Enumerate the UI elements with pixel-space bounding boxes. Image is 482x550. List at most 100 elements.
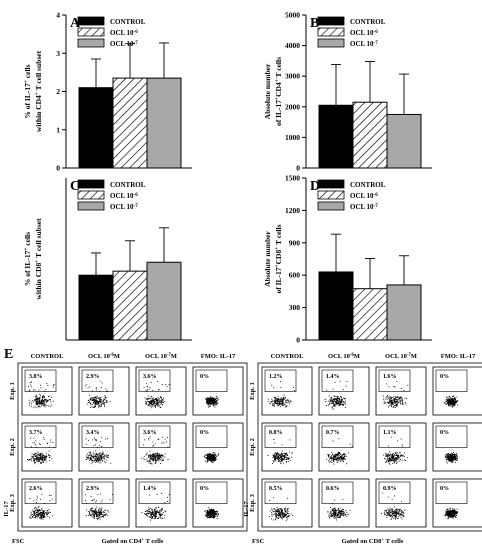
bar-ocl-10-7 [146,261,182,341]
legend-swatch [317,38,345,48]
event-dots [85,380,111,409]
event-dots [443,395,459,408]
legend-swatch [77,190,105,200]
flow-column-header: OCL 10-6M [328,353,360,361]
event-dots [204,507,219,520]
flow-dot-plot: 0.6% [318,478,370,528]
legend-label: OCL 10-6 [110,29,138,38]
gate-percentage: 3.4% [86,430,100,436]
event-dots [324,380,348,410]
y-axis-label: of IL-17+CD8+ T cells [274,224,283,293]
flow-dot-plot: 0% [432,478,482,528]
event-dots [203,452,220,463]
flow-row-label: Exp. 3 [9,493,16,511]
y-tick-label: 1200 [285,206,300,215]
plot-frame [432,478,482,528]
bar-control [78,274,114,341]
event-dots [269,497,294,521]
gate-percentage: 1.6% [383,374,397,380]
event-dots [443,507,459,519]
y-axis-label: of IL-17+CD4+ T cells [274,57,283,126]
gate-box [138,481,171,504]
flow-dot-plot: 0% [192,478,244,528]
legend-swatch [77,38,105,48]
gate-percentage: 3.7% [29,430,43,436]
y-tick-label: 0 [296,164,300,173]
bar-control [78,87,114,169]
gate-box [321,481,354,504]
gate-box [195,425,228,448]
panel-letter: A [70,16,81,31]
flow-dot-plot: 2.9% [78,366,130,416]
gate-box [435,425,468,448]
y-tick-label: 300 [289,303,301,312]
flow-dot-plot: 3.8% [21,366,73,416]
gate-box [138,369,171,392]
y-tick-label: 1 [56,125,60,134]
legend-label: CONTROL [110,18,146,26]
flow-row-label: Exp. 2 [9,438,16,456]
plot-frame [135,422,187,472]
plot-frame [78,366,130,416]
flow-column-header: FMO: IL-17 [201,353,236,360]
gate-box [321,425,354,448]
event-dots [383,436,409,465]
plot-frame [135,478,187,528]
flow-cytometry-panel: E CONTROL OCL 10-6M OCL 10-7M FMO: IL-17 Exp.… [3,347,482,545]
gate-box [138,425,171,448]
plot-frame [21,366,73,416]
plot-frame [318,422,370,472]
plot-frame [192,422,244,472]
flow-dot-plot: 0% [192,422,244,472]
legend-swatch [77,179,105,189]
panel-letter: B [310,16,319,31]
gate-box [195,481,228,504]
flow-dot-plot: 0% [192,366,244,416]
flow-gate-label: Gated on CD8+ T cells [342,538,404,546]
gate-box [321,369,354,392]
y-axis-label: Absolute number [263,63,272,119]
y-tick-label: 1000 [285,133,300,142]
event-dots [327,499,351,521]
y-tick-label: 2000 [285,102,300,111]
event-dots [205,395,219,408]
flow-column-header: CONTROL [31,353,65,360]
gate-percentage: 0% [200,486,209,492]
plot-frame [192,478,244,528]
chart-panel-B: 0 1000 2000 3000 4000 5000 B CONTROL OCL 10-6 OCL… [263,11,432,173]
flow-column-header: CONTROL [271,353,305,360]
gate-percentage: 3.8% [29,374,43,380]
panel-letter: E [4,347,13,362]
plot-frame [78,478,130,528]
plot-frame [432,422,482,472]
y-tick-label: 1500 [285,174,300,183]
legend-swatch [317,27,345,37]
plot-frame [375,366,427,416]
legend-swatch [317,190,345,200]
flow-dot-plot: 0% [432,366,482,416]
gate-box [435,481,468,504]
bar-ocl-10-6 [112,77,148,169]
bar-charts: 0 1 2 3 4 A CONTROL OCL 10-6 OCL 10-7 % of IL-17+… [23,11,432,345]
flow-row-label: Exp. 1 [9,382,16,400]
flow-dot-plot: 3.7% [21,422,73,472]
gate-percentage: 0% [440,430,449,436]
flow-y-axis-label: IL-17 [243,500,250,516]
legend-swatch [317,16,345,26]
gate-percentage: 0% [200,374,209,380]
chart-panel-D: 0 300 600 900 1200 1500 D CONTROL OCL 10-6 OCL 10… [263,174,432,345]
event-dots [29,493,53,520]
bar-control [318,104,354,169]
panel-letter: C [70,179,80,194]
legend-swatch [317,201,345,211]
y-tick-label: 3000 [285,72,300,81]
y-axis-label: Absolute number [263,231,272,287]
legend-swatch [317,179,345,189]
flow-column-header: OCL 10-6M [88,353,120,361]
flow-dot-plot: 1.6% [375,366,427,416]
gate-box [24,369,57,392]
gate-percentage: 0% [440,486,449,492]
flow-row-label: Exp. 1 [249,382,256,400]
flow-dot-plot: 0.9% [375,478,427,528]
